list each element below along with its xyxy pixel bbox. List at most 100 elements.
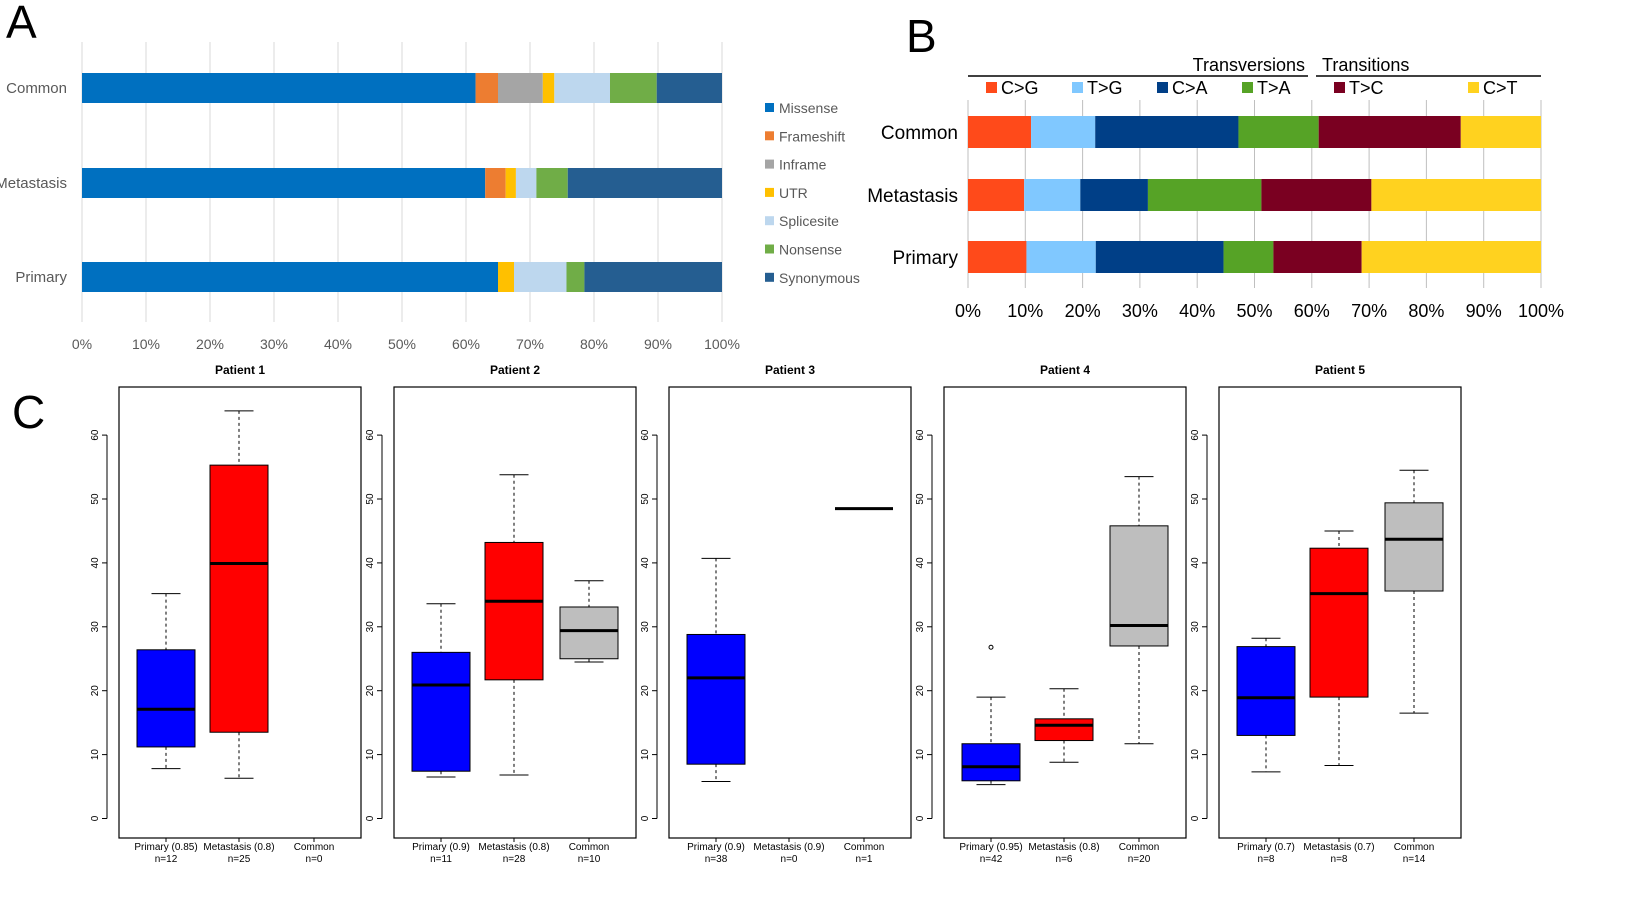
c-panel-title: Patient 2 xyxy=(490,363,540,377)
c-y-tick-label: 50 xyxy=(915,493,926,505)
c-count-label: n=42 xyxy=(980,854,1003,865)
c-category-label: Metastasis (0.9) xyxy=(753,842,824,853)
b-group-label-transitions: Transitions xyxy=(1322,55,1409,75)
c-y-tick-label: 0 xyxy=(1190,815,1201,821)
c-y-tick-label: 30 xyxy=(365,621,376,633)
c-y-tick-label: 10 xyxy=(90,749,101,761)
b-bar-common-c-to-a xyxy=(1095,116,1239,148)
a-x-tick-label: 0% xyxy=(72,336,92,352)
c-panel-title: Patient 3 xyxy=(765,363,815,377)
c-category-label: Common xyxy=(844,842,885,853)
b-legend-swatch-t-to-a xyxy=(1242,82,1253,93)
b-legend-swatch-c-to-a xyxy=(1157,82,1168,93)
c-y-tick-label: 60 xyxy=(915,429,926,441)
a-legend-swatch-splicesite xyxy=(765,216,774,226)
b-x-tick-label: 20% xyxy=(1065,301,1101,321)
b-bar-common-c-to-t xyxy=(1460,116,1541,148)
b-legend-label-t-to-c: T>C xyxy=(1349,78,1384,98)
a-bar-common-nonsense xyxy=(610,73,657,103)
b-legend-swatch-c-to-g xyxy=(986,82,997,93)
c-y-tick-label: 30 xyxy=(1190,621,1201,633)
c-y-tick-label: 60 xyxy=(90,429,101,441)
a-bar-common-utr xyxy=(542,73,555,103)
c-category-label: Common xyxy=(569,842,610,853)
c-count-label: n=8 xyxy=(1331,854,1348,865)
c-y-tick-label: 40 xyxy=(365,557,376,569)
b-x-tick-label: 40% xyxy=(1179,301,1215,321)
a-x-tick-label: 60% xyxy=(452,336,480,352)
c-plot-frame xyxy=(393,386,637,839)
b-bar-primary-t-to-a xyxy=(1223,241,1274,273)
a-bar-common-missense xyxy=(82,73,476,103)
b-legend-swatch-t-to-c xyxy=(1334,82,1345,93)
a-bar-primary-nonsense xyxy=(566,262,585,292)
c-box-primary xyxy=(686,633,746,765)
c-y-tick-label: 20 xyxy=(365,685,376,697)
b-bar-common-t-to-a xyxy=(1238,116,1319,148)
b-bar-common-t-to-g xyxy=(1031,116,1096,148)
c-y-tick-label: 20 xyxy=(640,685,651,697)
c-count-label: n=25 xyxy=(228,854,251,865)
a-legend-label-utr: UTR xyxy=(779,185,808,201)
c-y-tick-label: 40 xyxy=(915,557,926,569)
b-bar-primary-t-to-c xyxy=(1273,241,1362,273)
c-panel-patient-1: Patient 1 0 10 20 30 40 50 60 Primary (0.85)n=12… xyxy=(90,363,362,865)
b-legend-swatch-c-to-t xyxy=(1468,82,1479,93)
a-legend-swatch-synonymous xyxy=(765,272,774,282)
b-x-tick-label: 90% xyxy=(1466,301,1502,321)
a-bar-primary-synonymous xyxy=(584,262,722,292)
panel-b-substitution-chart: 0% 10% 20% 30% 40% 50% 60% 70% 80% 90% 100% Common M… xyxy=(867,55,1564,321)
a-x-tick-label: 70% xyxy=(516,336,544,352)
c-count-label: n=28 xyxy=(503,854,526,865)
b-bar-common-t-to-c xyxy=(1318,116,1461,148)
a-bar-metastasis-synonymous xyxy=(567,168,722,198)
c-y-tick-label: 0 xyxy=(915,815,926,821)
b-category-label: Common xyxy=(881,123,958,144)
c-panel-patient-4: Patient 4 0 10 20 30 40 50 60 Primary (0.95)n=42… xyxy=(915,363,1187,865)
a-category-label: Common xyxy=(6,80,67,97)
c-box-common xyxy=(559,606,619,660)
a-bar-common-splicesite xyxy=(554,73,610,103)
c-count-label: n=1 xyxy=(856,854,873,865)
c-category-label: Metastasis (0.8) xyxy=(1028,842,1099,853)
c-box-metastasis xyxy=(484,541,544,681)
c-category-label: Metastasis (0.8) xyxy=(478,842,549,853)
b-legend-label-t-to-a: T>A xyxy=(1257,78,1291,98)
panel-label-a: A xyxy=(6,0,37,48)
c-y-tick-label: 0 xyxy=(90,815,101,821)
c-y-tick-label: 10 xyxy=(640,749,651,761)
c-box-primary xyxy=(411,651,471,772)
a-legend-label-synonymous: Synonymous xyxy=(779,270,860,286)
a-x-tick-label: 40% xyxy=(324,336,352,352)
c-plot-frame xyxy=(668,386,912,839)
c-y-tick-label: 30 xyxy=(640,621,651,633)
c-panel-patient-2: Patient 2 0 10 20 30 40 50 60 Primary (0.9)n=11 M… xyxy=(365,363,637,865)
b-legend-label-t-to-g: T>G xyxy=(1087,78,1123,98)
c-y-tick-label: 50 xyxy=(640,493,651,505)
c-y-tick-label: 30 xyxy=(915,621,926,633)
c-category-label: Common xyxy=(1394,842,1435,853)
c-y-tick-label: 0 xyxy=(640,815,651,821)
b-bar-metastasis-c-to-g xyxy=(968,179,1025,211)
b-legend-swatch-t-to-g xyxy=(1072,82,1083,93)
a-x-tick-label: 30% xyxy=(260,336,288,352)
c-count-label: n=20 xyxy=(1128,854,1151,865)
a-bar-primary-splicesite xyxy=(514,262,567,292)
a-legend-label-splicesite: Splicesite xyxy=(779,213,839,229)
c-box-common xyxy=(1109,525,1169,647)
b-bar-primary-c-to-t xyxy=(1361,241,1541,273)
c-category-label: Common xyxy=(1119,842,1160,853)
c-y-tick-label: 20 xyxy=(90,685,101,697)
c-category-label: Primary (0.85) xyxy=(134,842,197,853)
a-bar-common-inframe xyxy=(498,73,543,103)
c-y-tick-label: 50 xyxy=(90,493,101,505)
c-y-tick-label: 0 xyxy=(365,815,376,821)
b-x-tick-label: 10% xyxy=(1007,301,1043,321)
a-category-label: Primary xyxy=(15,269,67,286)
a-legend-swatch-missense xyxy=(765,103,774,112)
a-x-tick-label: 50% xyxy=(388,336,416,352)
c-category-label: Primary (0.95) xyxy=(959,842,1022,853)
a-bar-primary-utr xyxy=(498,262,514,292)
